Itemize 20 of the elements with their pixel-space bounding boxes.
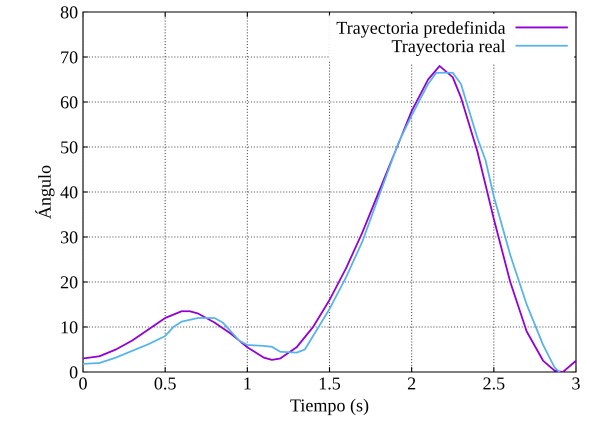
x-tick-label: 3 [572,377,580,390]
y-tick-label: 10 [62,321,78,334]
x-tick-label: 0 [79,377,87,390]
legend-label: Trayectoria predefinida [336,21,506,38]
y-tick-label: 40 [60,186,78,198]
x-tick-label: 1.5 [320,377,340,390]
y-tick-label: 80 [60,6,78,18]
y-tick-label: 70 [61,51,78,64]
x-axis-title: Tiempo (s) [290,398,368,416]
x-tick-label: 2.5 [483,377,504,390]
y-tick-label: 20 [60,276,78,288]
x-tick-label: 0.5 [154,377,176,390]
legend-label: Trayectoria real [392,40,506,56]
y-tick-label: 0 [70,366,78,378]
x-tick-label: 2 [408,377,416,390]
x-tick-label: 1 [244,377,251,390]
y-axis-title: Ángulo [35,166,55,219]
y-tick-label: 60 [60,96,78,108]
y-tick-label: 30 [60,231,78,244]
y-tick-label: 50 [61,141,78,154]
